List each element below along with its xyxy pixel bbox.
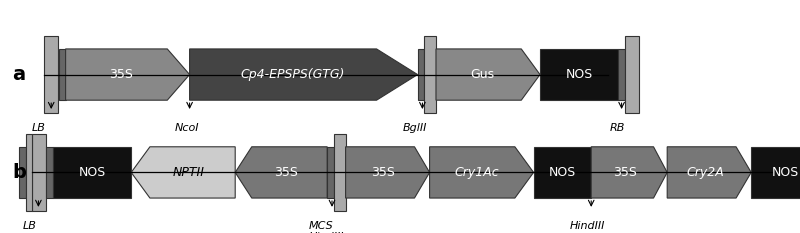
Polygon shape bbox=[346, 147, 430, 198]
Text: 35S: 35S bbox=[274, 166, 298, 179]
Text: b: b bbox=[12, 163, 26, 182]
Bar bbox=[19, 147, 26, 198]
Bar bbox=[424, 36, 436, 113]
Text: 35S: 35S bbox=[110, 68, 134, 81]
Bar bbox=[59, 49, 66, 100]
Text: 35S: 35S bbox=[371, 166, 395, 179]
Polygon shape bbox=[591, 147, 667, 198]
Text: 35S: 35S bbox=[614, 166, 638, 179]
Polygon shape bbox=[66, 49, 190, 100]
Bar bbox=[334, 134, 346, 211]
Polygon shape bbox=[436, 49, 540, 100]
Bar bbox=[32, 134, 46, 211]
Bar bbox=[46, 147, 53, 198]
Text: NOS: NOS bbox=[549, 166, 576, 179]
Bar bbox=[53, 147, 131, 198]
Text: NcoI: NcoI bbox=[174, 123, 199, 133]
Text: Gus: Gus bbox=[470, 68, 495, 81]
Text: HindIII: HindIII bbox=[570, 221, 605, 231]
Polygon shape bbox=[190, 49, 418, 100]
Text: RB: RB bbox=[610, 123, 625, 133]
Text: Cry1Ac: Cry1Ac bbox=[454, 166, 498, 179]
Bar bbox=[327, 147, 334, 198]
Bar bbox=[540, 49, 618, 100]
Text: Cp4-EPSPS(GTG): Cp4-EPSPS(GTG) bbox=[240, 68, 344, 81]
Bar bbox=[534, 147, 591, 198]
Polygon shape bbox=[235, 147, 327, 198]
Bar bbox=[625, 36, 639, 113]
Text: MCS
HindIII: MCS HindIII bbox=[309, 221, 344, 233]
Polygon shape bbox=[430, 147, 534, 198]
Text: Cry2A: Cry2A bbox=[686, 166, 724, 179]
Text: NOS: NOS bbox=[78, 166, 106, 179]
Bar bbox=[418, 49, 424, 100]
Bar bbox=[618, 49, 625, 100]
Text: LB: LB bbox=[22, 221, 36, 231]
Text: NOS: NOS bbox=[566, 68, 593, 81]
Text: LB: LB bbox=[32, 123, 46, 133]
Text: BglII: BglII bbox=[402, 123, 426, 133]
Text: NOS: NOS bbox=[771, 166, 799, 179]
Text: NPTII: NPTII bbox=[173, 166, 205, 179]
Bar bbox=[26, 134, 32, 211]
Polygon shape bbox=[131, 147, 235, 198]
Polygon shape bbox=[667, 147, 751, 198]
Bar bbox=[44, 36, 58, 113]
Bar bbox=[751, 147, 800, 198]
Text: a: a bbox=[12, 65, 25, 84]
